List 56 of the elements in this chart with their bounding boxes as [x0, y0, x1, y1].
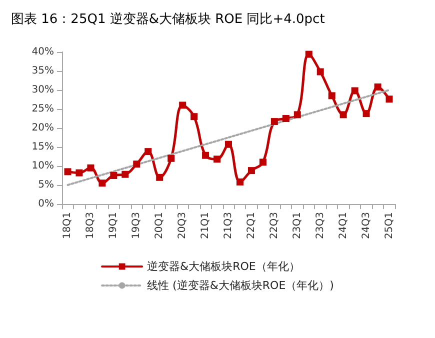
point: [110, 172, 118, 179]
x-tick-label: 23Q3: [314, 212, 326, 239]
x-tick-label: 25Q1: [384, 212, 395, 239]
point: [87, 164, 94, 172]
point: [305, 50, 312, 58]
x-tick-label: 21Q1: [200, 212, 212, 239]
point: [168, 154, 175, 162]
point: [133, 160, 140, 168]
x-tick-label: 19Q1: [108, 212, 120, 239]
x-tick-label: 20Q3: [177, 212, 188, 239]
point: [76, 169, 83, 176]
point: [351, 87, 358, 94]
point: [316, 68, 324, 76]
y-tick-label: 10%: [32, 160, 54, 172]
y-tick-label: 25%: [32, 104, 54, 114]
legend-label: 逆变器&大储板块ROE（年化）: [147, 260, 300, 273]
x-tick-label: 24Q1: [338, 212, 349, 239]
point: [122, 170, 129, 178]
point: [156, 174, 164, 181]
point: [98, 180, 106, 187]
legend-label: 线性 (逆变器&大储板块ROE（年化）): [147, 279, 334, 292]
point: [386, 96, 393, 103]
point: [362, 110, 370, 118]
point: [270, 118, 278, 126]
x-tick-label: 20Q1: [154, 212, 166, 239]
point: [144, 148, 152, 156]
point: [179, 102, 186, 109]
x-tick-label: 22Q3: [268, 212, 280, 239]
x-tick-label: 23Q1: [292, 212, 303, 239]
y-tick-label: 15%: [32, 142, 54, 152]
x-tick-label: 18Q3: [85, 212, 96, 239]
x-tick-label: 22Q1: [246, 212, 257, 239]
point: [236, 178, 244, 186]
point: [64, 168, 72, 176]
point: [340, 111, 347, 118]
point: [259, 158, 266, 166]
point: [225, 140, 232, 148]
y-tick-label: 5%: [38, 180, 54, 190]
chart-title: 图表 16：25Q1 逆变器&大储板块 ROE 同比+4.0pct: [11, 12, 325, 27]
point: [294, 111, 301, 118]
point: [190, 113, 198, 120]
point: [248, 167, 255, 174]
point: [214, 156, 221, 163]
y-tick-label: 40%: [32, 46, 54, 58]
x-tick-label: 18Q1: [62, 212, 74, 239]
x-tick-label: 24Q3: [360, 212, 372, 239]
y-tick-label: 30%: [32, 84, 54, 96]
x-tick-label: 21Q3: [223, 212, 234, 239]
y-tick-label: 20%: [32, 122, 54, 134]
y-tick-label: 0%: [38, 198, 54, 210]
x-tick-label: 19Q3: [131, 212, 142, 239]
point: [374, 83, 382, 90]
point: [282, 115, 290, 122]
point: [202, 152, 210, 159]
y-tick-label: 35%: [32, 66, 54, 76]
point: [328, 92, 336, 100]
